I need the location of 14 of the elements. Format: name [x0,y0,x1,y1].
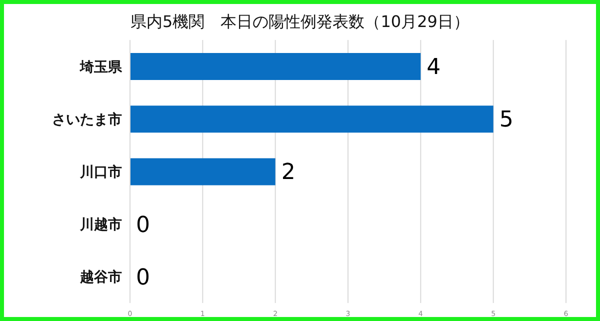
data-label: 0 [136,265,150,290]
chart-title: 県内5機関 本日の陽性例発表数（10月29日） [130,12,470,33]
data-label: 4 [426,55,441,80]
data-label: 5 [499,108,514,133]
bar [130,106,494,133]
y-tick-label: 埼玉県 [79,59,123,76]
bar [130,53,421,80]
y-tick-label: 越谷市 [79,268,122,286]
data-label: 0 [136,212,150,238]
data-label: 2 [281,160,296,186]
y-tick-label: 川口市 [79,163,122,180]
bar [130,158,276,186]
y-tick-label: 川越市 [79,216,122,234]
y-tick-label: さいたま市 [52,110,122,128]
